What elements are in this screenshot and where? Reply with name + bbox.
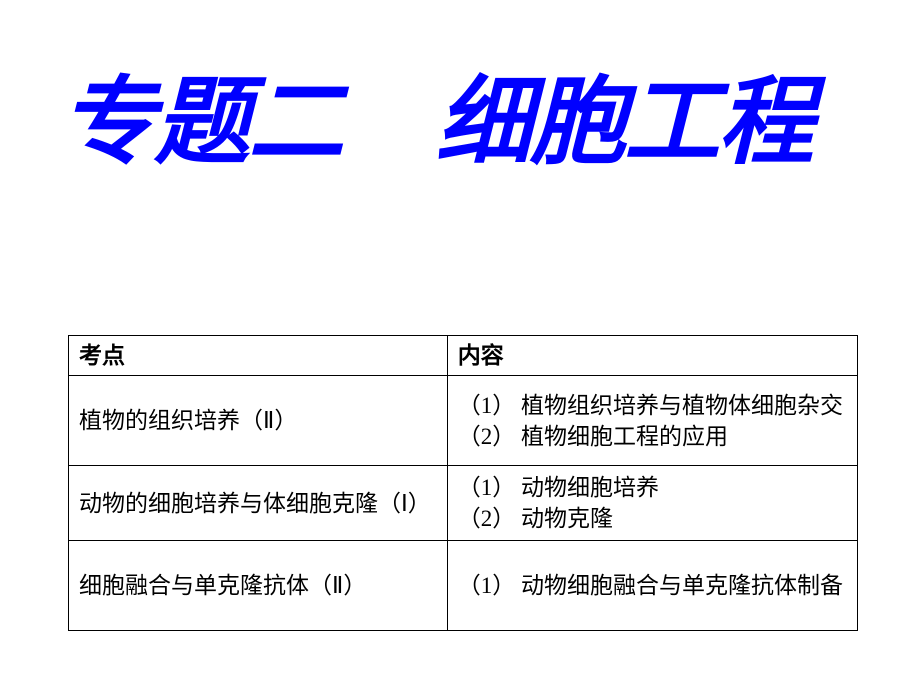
content-cell: （1） 动物细胞培养（2） 动物克隆	[447, 466, 857, 541]
content-table: 考点 内容 植物的组织培养（Ⅱ） （1） 植物组织培养与植物体细胞杂交（2） 植…	[68, 335, 858, 631]
topic-cell: 动物的细胞培养与体细胞克隆（Ⅰ）	[69, 466, 448, 541]
table-row: 细胞融合与单克隆抗体（Ⅱ） （1） 动物细胞融合与单克隆抗体制备	[69, 541, 858, 631]
content-table-container: 考点 内容 植物的组织培养（Ⅱ） （1） 植物组织培养与植物体细胞杂交（2） 植…	[68, 335, 858, 631]
topic-cell: 细胞融合与单克隆抗体（Ⅱ）	[69, 541, 448, 631]
header-col-content: 内容	[447, 336, 857, 376]
table-header-row: 考点 内容	[69, 336, 858, 376]
content-cell: （1） 动物细胞融合与单克隆抗体制备	[447, 541, 857, 631]
topic-cell: 植物的组织培养（Ⅱ）	[69, 376, 448, 466]
table-row: 植物的组织培养（Ⅱ） （1） 植物组织培养与植物体细胞杂交（2） 植物细胞工程的…	[69, 376, 858, 466]
header-col-topic: 考点	[69, 336, 448, 376]
main-title: 专题二 细胞工程	[60, 70, 860, 176]
title-container: 专题二 细胞工程	[0, 0, 920, 176]
content-cell: （1） 植物组织培养与植物体细胞杂交（2） 植物细胞工程的应用	[447, 376, 857, 466]
table-row: 动物的细胞培养与体细胞克隆（Ⅰ） （1） 动物细胞培养（2） 动物克隆	[69, 466, 858, 541]
